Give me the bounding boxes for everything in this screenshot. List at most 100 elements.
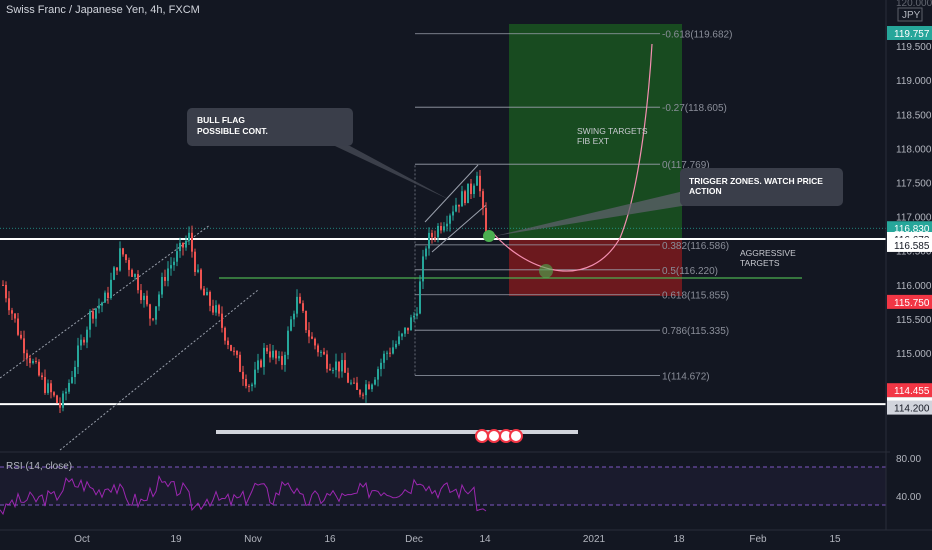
candle-body [263,347,265,367]
candle-body [245,378,247,387]
candle-body [269,351,271,358]
candle-body [281,356,283,365]
trigger-line-1: TRIGGER ZONES. WATCH PRICE [689,176,823,186]
y-tick: 119.500 [896,42,932,53]
candle-body [350,382,352,384]
x-tick: 14 [479,534,491,545]
candle-body [305,310,307,331]
candle-body [164,276,166,281]
candle-body [275,350,277,359]
partial-tick-top: 120.000 [896,0,932,9]
candle-body [41,375,43,378]
candle-body [353,382,355,384]
price-tag-label: 114.455 [894,386,930,397]
y-tick: 115.500 [896,315,932,326]
price-tag-top [887,26,932,40]
rsi-upper-label: 80.00 [896,454,921,465]
candle-body [65,391,67,394]
candle-body [20,334,22,339]
candle-body [317,345,319,353]
candle-body [320,351,322,353]
price-tag [887,237,932,252]
candle-body [371,384,373,390]
candle-body [74,366,76,378]
candle-body [338,361,340,372]
candle-body [383,353,385,363]
candle-body [197,269,199,273]
candle-body [143,295,145,301]
candle-body [47,383,49,393]
candle-body [104,292,106,303]
candle-body [437,226,439,238]
candle-body [173,261,175,266]
candle-body [233,350,235,352]
rsi-title[interactable]: RSI (14, close) [6,461,73,472]
symbol-title[interactable]: Swiss Franc / Japanese Yen, 4h, FXCM [6,4,200,16]
price-tag [887,400,932,415]
fib-label: 0.5(116.220) [662,266,718,277]
candle-body [341,360,343,372]
candle-body [131,269,133,277]
candle-body [35,361,37,363]
trigger-callout [680,168,843,206]
candle-body [389,352,391,354]
x-tick: 2021 [583,534,606,545]
candle-body [137,274,139,291]
candle-body [83,339,85,343]
candle-body [482,191,484,208]
candle-body [392,347,394,354]
candle-body [401,333,403,337]
candle-body [362,394,364,396]
candle-body [287,330,289,355]
candle-body [440,226,442,231]
candle-body [431,232,433,238]
candle-body [119,248,121,271]
candle-body [218,305,220,314]
candle-body [122,248,124,255]
candle-body [38,361,40,376]
bull-flag-line-1: BULL FLAG [197,115,245,125]
candle-body [473,185,475,195]
candle-body [95,308,97,319]
candle-body [428,232,430,249]
price-tag-top-label: 119.757 [894,29,930,40]
candle-body [152,318,154,320]
candle-body [470,183,472,195]
candle-body [155,306,157,320]
candle-body [386,352,388,354]
candle-body [224,327,226,341]
candle-body [44,377,46,393]
x-tick: 19 [170,534,182,545]
candle-body [452,211,454,216]
candle-body [188,232,190,241]
candle-body [344,360,346,373]
candle-body [290,319,292,331]
candle-body [296,296,298,314]
candle-body [185,240,187,248]
fib-label: 0(117.769) [662,160,710,171]
time-axis[interactable]: Oct 19 Nov 16 Dec 14 2021 18 Feb 15 [74,534,841,545]
x-tick: 18 [673,534,685,545]
candle-body [17,318,19,335]
candle-body [209,291,211,306]
candle-body [89,311,91,330]
candle-body [170,265,172,269]
candle-body [356,382,358,390]
swing-line-2: FIB EXT [577,136,609,146]
candle-body [308,330,310,337]
currency-label: JPY [902,10,921,21]
candle-body [71,377,73,383]
candle-body [203,288,205,296]
rsi-lower-label: 40.00 [896,492,921,503]
candle-body [410,317,412,331]
candle-body [398,336,400,344]
candle-body [479,175,481,192]
candle-body [77,345,79,367]
price-axis[interactable]: 119.500 119.000 118.500 118.000 117.500 117.0… [896,42,932,394]
candle-body [248,386,250,388]
candle-body [107,292,109,298]
candle-body [230,345,232,351]
candle-body [326,354,328,369]
candle-body [86,329,88,343]
